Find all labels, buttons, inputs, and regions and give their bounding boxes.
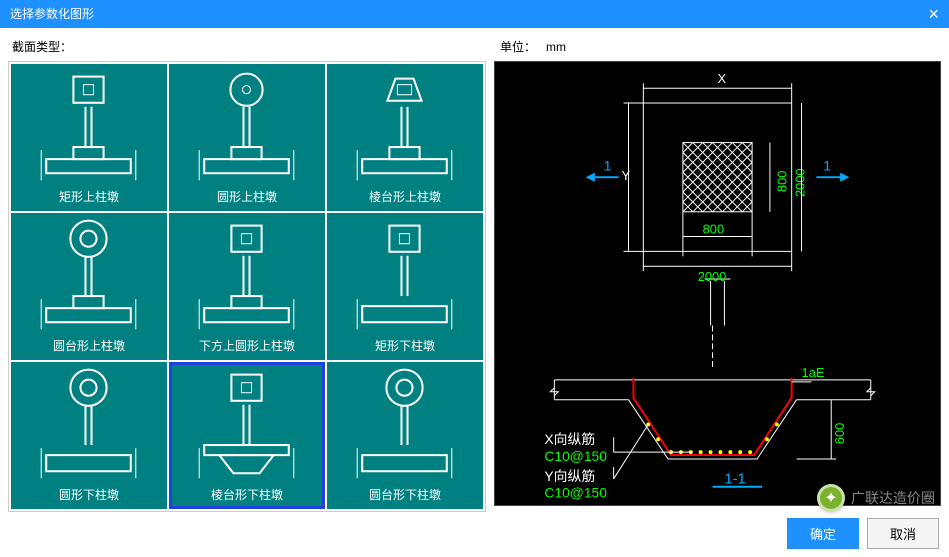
- cell-label: 棱台形下柱墩: [169, 486, 325, 503]
- unit-label: 单位：: [500, 40, 536, 54]
- section-label: 1-1: [724, 472, 745, 488]
- section-type-label: 截面类型：: [12, 40, 72, 54]
- section-cell[interactable]: 棱台形上柱墩: [327, 64, 483, 211]
- dim-X-label: X: [718, 71, 727, 86]
- rebar-x-value: C10@150: [544, 448, 607, 464]
- dim-Y-label: Y: [622, 168, 631, 183]
- preview-pane: 1 1 X Y 800 2000 800 2000: [494, 61, 941, 506]
- dim-inner-y: 800: [775, 171, 790, 192]
- rebar-y-label: Y向纵筋: [544, 468, 595, 484]
- cell-label: 下方上圆形上柱墩: [169, 337, 325, 354]
- depth-dim: 600: [832, 423, 847, 444]
- watermark: ✦ 广联达造价圈: [817, 484, 935, 512]
- section-cell[interactable]: 圆台形上柱墩: [11, 213, 167, 360]
- cell-label: 圆形下柱墩: [11, 486, 167, 503]
- sect-mark-right: 1: [823, 157, 831, 173]
- close-icon[interactable]: ×: [928, 0, 939, 28]
- header-row: 截面类型： 单位： mm: [0, 28, 949, 61]
- section-grid: 矩形上柱墩圆形上柱墩棱台形上柱墩圆台形上柱墩下方上圆形上柱墩矩形下柱墩圆形下柱墩…: [8, 61, 486, 512]
- cell-label: 棱台形上柱墩: [327, 188, 483, 205]
- footer: 确定 取消: [787, 518, 939, 549]
- unit-value: mm: [546, 40, 566, 54]
- section-cell[interactable]: 圆台形下柱墩: [327, 362, 483, 509]
- cancel-button[interactable]: 取消: [867, 518, 939, 549]
- section-cell[interactable]: 圆形上柱墩: [169, 64, 325, 211]
- watermark-text: 广联达造价圈: [851, 488, 935, 508]
- cell-label: 圆台形上柱墩: [11, 337, 167, 354]
- section-cell[interactable]: 圆形下柱墩: [11, 362, 167, 509]
- rebar-x-label: X向纵筋: [544, 431, 595, 447]
- sect-mark-left: 1: [604, 157, 612, 173]
- cell-label: 圆形上柱墩: [169, 188, 325, 205]
- section-cell[interactable]: 矩形上柱墩: [11, 64, 167, 211]
- ok-button[interactable]: 确定: [787, 518, 859, 549]
- section-cell[interactable]: 矩形下柱墩: [327, 213, 483, 360]
- dim-inner-x: 800: [703, 222, 724, 237]
- section-cell[interactable]: 下方上圆形上柱墩: [169, 213, 325, 360]
- dim-outer-y: 2000: [793, 168, 808, 197]
- cell-label: 矩形下柱墩: [327, 337, 483, 354]
- titlebar: 选择参数化图形 ×: [0, 0, 949, 28]
- dim-outer-x: 2000: [698, 269, 727, 284]
- window-title: 选择参数化图形: [10, 0, 94, 28]
- rebar-y-value: C10@150: [544, 485, 607, 501]
- section-cell[interactable]: 棱台形下柱墩: [169, 362, 325, 509]
- wechat-icon: ✦: [817, 484, 845, 512]
- cell-label: 圆台形下柱墩: [327, 486, 483, 503]
- ext-label: 1aE: [802, 365, 825, 380]
- cell-label: 矩形上柱墩: [11, 188, 167, 205]
